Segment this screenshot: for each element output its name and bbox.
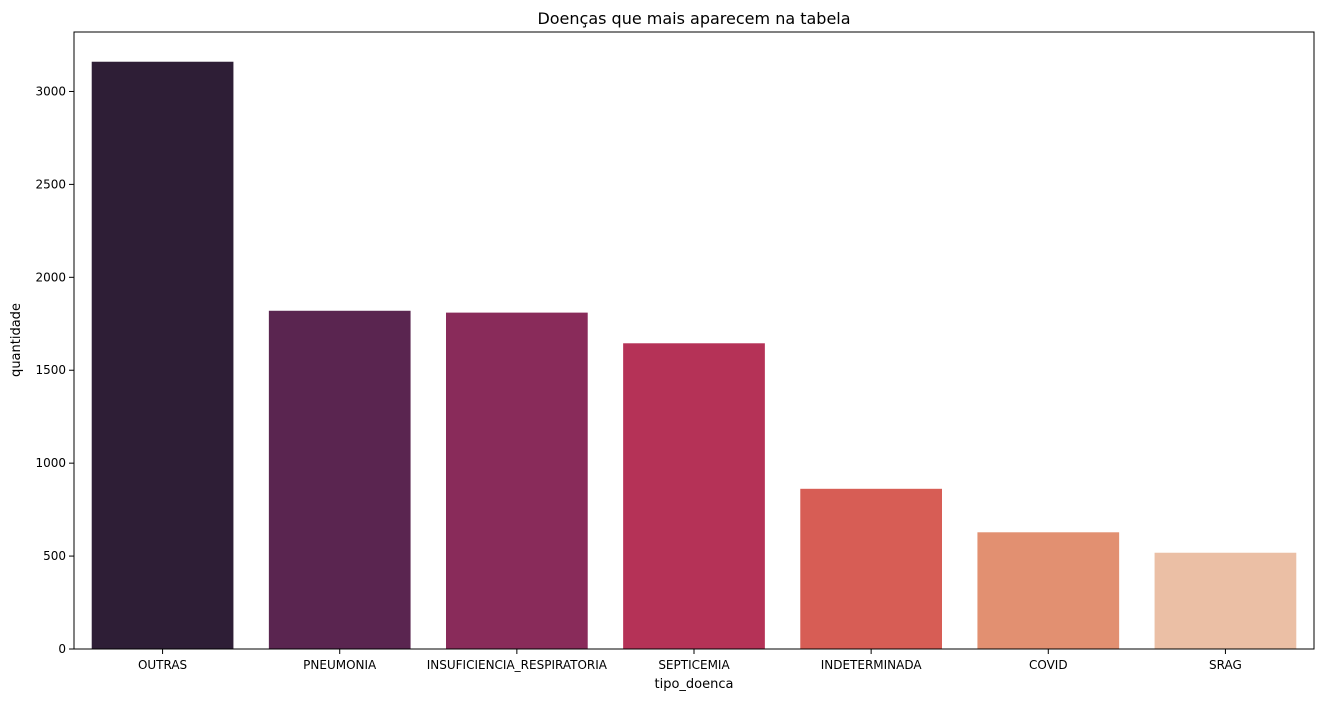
bar-indeterminada <box>800 488 942 649</box>
x-tick-label: PNEUMONIA <box>303 658 377 672</box>
x-axis-ticks: OUTRAS PNEUMONIA INSUFICIENCIA_RESPIRATORI… <box>138 649 1242 672</box>
bars-group <box>91 61 1297 650</box>
bar-septicemia <box>623 343 765 649</box>
y-axis-label: quantidade <box>9 303 24 377</box>
y-tick-label: 1500 <box>35 363 66 377</box>
x-tick-label: COVID <box>1029 658 1068 672</box>
x-tick-label: SRAG <box>1209 658 1242 672</box>
y-tick-label: 1000 <box>35 456 66 470</box>
y-tick-label: 3000 <box>35 84 66 98</box>
bar-covid <box>977 532 1120 649</box>
x-tick-label: INSUFICIENCIA_RESPIRATORIA <box>427 658 608 672</box>
bar-insuficiencia_respiratoria <box>446 312 588 649</box>
y-axis-ticks: 0 500 1000 1500 2000 2500 3000 <box>35 84 74 656</box>
bar-outras <box>91 61 234 650</box>
x-tick-label: SEPTICEMIA <box>658 658 730 672</box>
chart-title: Doenças que mais aparecem na tabela <box>537 9 850 28</box>
y-tick-label: 500 <box>43 549 66 563</box>
y-tick-label: 2500 <box>35 177 66 191</box>
plot-frame <box>73 31 1315 650</box>
bar-pneumonia <box>268 310 411 649</box>
bar-srag <box>1154 552 1297 649</box>
y-tick-label: 0 <box>58 642 66 656</box>
y-tick-label: 2000 <box>35 270 66 284</box>
x-tick-label: OUTRAS <box>138 658 187 672</box>
x-tick-label: INDETERMINADA <box>821 658 923 672</box>
x-axis-label: tipo_doenca <box>655 677 734 692</box>
